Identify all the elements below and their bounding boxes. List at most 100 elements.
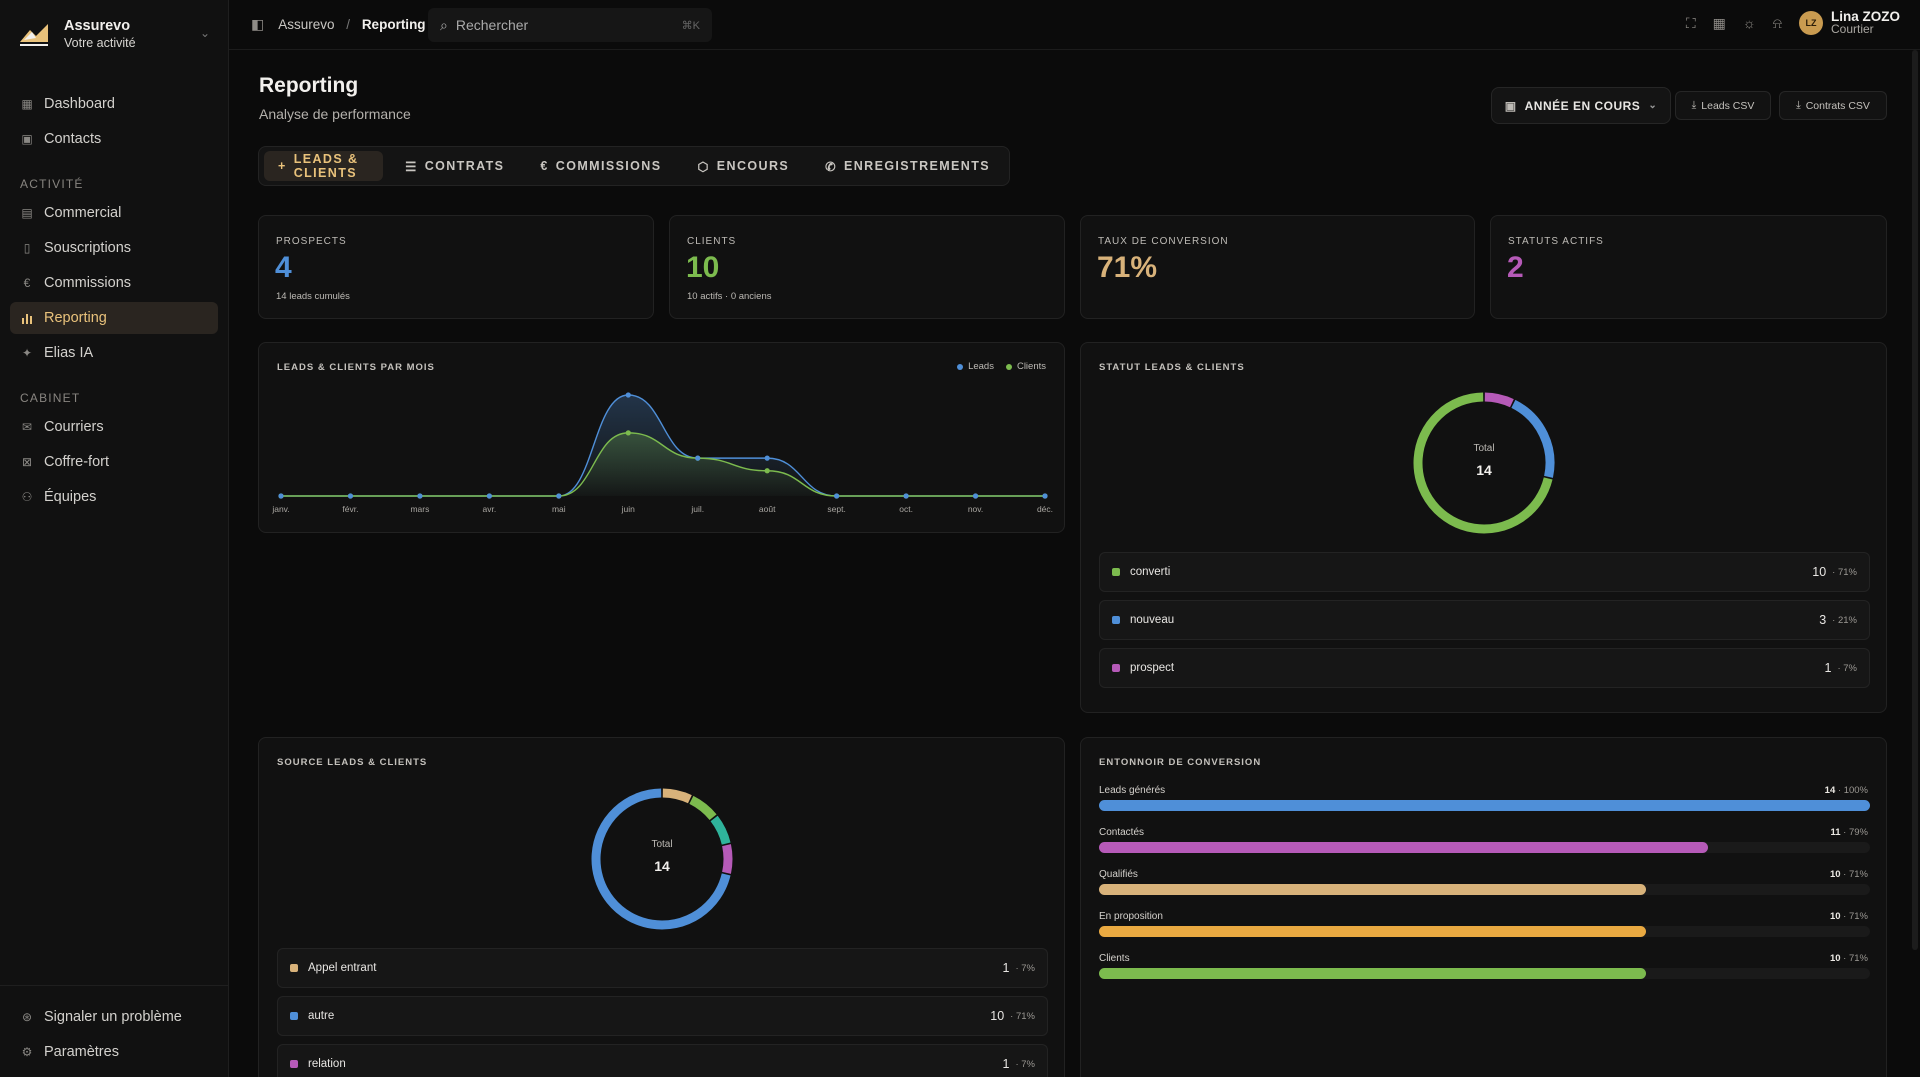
legend-label: Leads [968,361,994,372]
tab-enregistrements[interactable]: ✆ ENREGISTREMENTS [811,151,1004,181]
legend-label: prospect [1130,662,1175,674]
funnel-value: 11 · 79% [1830,827,1868,838]
stat-label: TAUX DE CONVERSION [1098,236,1229,247]
legend-dot [957,363,964,370]
brand-switcher[interactable]: Assurevo Votre activité ⌄ [0,0,228,68]
legend-row[interactable]: nouveau 3 · 21% [1099,600,1870,640]
legend-count: 10 [990,1009,1005,1023]
donut-slice [591,788,731,930]
brand-name: Assurevo [64,18,131,34]
x-tick-label: janv. [271,504,289,514]
tab-label: COMMISSIONS [555,159,662,173]
brand-subtitle: Votre activité [64,36,136,50]
data-point [972,493,979,499]
sidebar-item-label: Équipes [44,489,97,505]
stat-label: CLIENTS [687,236,737,247]
tab-leads-clients[interactable]: + LEADS & CLIENTS [264,151,384,181]
sidebar-item-coffre-fort[interactable]: ⊠ Coffre-fort [10,446,218,478]
legend-row[interactable]: Appel entrant 1 · 7% [277,948,1048,988]
sidebar-item-commercial[interactable]: ▤ Commercial [10,197,218,229]
funnel-bar [1099,800,1870,811]
plus-icon: + [278,159,287,173]
tab-label: LEADS & CLIENTS [293,152,359,180]
x-tick-label: juil. [690,504,704,514]
search-input[interactable]: ⌕ Rechercher ⌘K [428,8,712,42]
sidebar-section-activite: ACTIVITÉ [20,177,84,191]
funnel-bar [1099,968,1647,979]
tab-encours[interactable]: ⬡ ENCOURS [683,151,803,181]
funnel-value: 10 · 71% [1829,869,1868,880]
funnel-bar-track [1099,884,1870,895]
legend-row[interactable]: relation 1 · 7% [277,1044,1048,1077]
gift-icon[interactable]: ⛶ [1685,14,1696,31]
sidebar-item-contacts[interactable]: ▣ Contacts [10,123,218,155]
tab-commissions[interactable]: € COMMISSIONS [526,151,675,181]
sidebar-item-commissions[interactable]: € Commissions [10,267,218,299]
breadcrumb-root[interactable]: Assurevo [278,17,335,32]
dashboard-icon: ▦ [21,97,33,111]
leads-csv-button[interactable]: ⤓ Leads CSV [1675,91,1771,120]
card-title: ENTONNOIR DE CONVERSION [1099,757,1262,768]
period-selector[interactable]: ▣ ANNÉE EN COURS ⌄ [1491,87,1671,124]
sidebar-item-settings[interactable]: ⚙ Paramètres [10,1036,218,1068]
funnel-bar-track [1099,842,1870,853]
brand-logo [18,20,52,48]
sidebar-item-courriers[interactable]: ✉ Courriers [10,411,218,443]
sidebar-item-label: Commercial [44,205,122,221]
sidebar-item-label: Reporting [44,310,107,326]
legend-swatch [1112,664,1120,672]
contacts-icon: ▣ [21,132,33,146]
briefcase-icon: ▤ [21,206,33,220]
tab-label: ENCOURS [716,159,790,173]
tab-contrats[interactable]: ☰ CONTRATS [391,151,518,181]
sidebar-item-reporting[interactable]: Reporting [10,302,218,334]
bar-chart-icon [20,311,34,325]
funnel-bar [1099,842,1709,853]
page-subtitle: Analyse de performance [259,106,411,122]
donut-slice [689,795,717,821]
sidebar-item-dashboard[interactable]: ▦ Dashboard [10,88,218,120]
status-donut-chart [1413,392,1555,534]
sidebar: Assurevo Votre activité ⌄ ▦ Dashboard ▣ … [0,0,229,1077]
euro-icon: € [540,159,549,173]
legend-swatch [1112,568,1120,576]
contrats-csv-button[interactable]: ⤓ Contrats CSV [1779,91,1887,120]
sidebar-item-equipes[interactable]: ⚇ Équipes [10,481,218,513]
bell-icon[interactable]: ⍾ [1772,14,1782,31]
legend-percent: · 7% [1837,662,1857,674]
legend-row[interactable]: prospect 1 · 7% [1099,648,1870,688]
donut-total-value: 14 [1476,462,1492,478]
breadcrumb-current: Reporting [361,17,426,32]
sidebar-item-souscriptions[interactable]: ▯ Souscriptions [10,232,218,264]
series-area-clients [281,432,1045,496]
x-tick-label: nov. [968,504,983,514]
user-name: Lina ZOZO [1831,9,1900,24]
stat-value: 10 [686,251,720,284]
legend-percent: · 7% [1015,962,1035,974]
stat-card-statuts: STATUTS ACTIFS 2 [1490,215,1887,319]
sidebar-item-elias-ia[interactable]: ✦ Elias IA [10,337,218,369]
document-icon: ▯ [23,241,31,255]
legend-row[interactable]: converti 10 · 71% [1099,552,1870,592]
data-point [625,392,631,398]
stat-label: STATUTS ACTIFS [1508,236,1604,247]
card-title: LEADS & CLIENTS PAR MOIS [277,362,435,373]
data-point [486,493,492,499]
legend-percent: · 7% [1015,1058,1035,1070]
sidebar-item-report-problem[interactable]: ⊛ Signaler un problème [10,1001,218,1033]
data-point [903,493,909,499]
legend-percent: · 21% [1832,614,1857,626]
sidebar-toggle-icon[interactable]: ◧ [251,16,265,32]
user-menu[interactable]: LZ Lina ZOZO Courtier [1799,10,1900,36]
legend-percent: · 71% [1010,1010,1035,1022]
scrollbar[interactable] [1912,50,1918,950]
legend-row[interactable]: autre 10 · 71% [277,996,1048,1036]
search-placeholder: Rechercher [455,17,529,33]
sun-icon[interactable]: ☼ [1742,15,1756,31]
funnel-bar-track [1099,800,1870,811]
sidebar-footer: ⊛ Signaler un problème ⚙ Paramètres [0,985,228,1077]
donut-slice [662,788,692,804]
vault-icon: ⊠ [21,455,33,469]
leads-csv-label: Leads CSV [1701,99,1755,112]
calendar-icon[interactable]: ▦ [1712,14,1726,31]
